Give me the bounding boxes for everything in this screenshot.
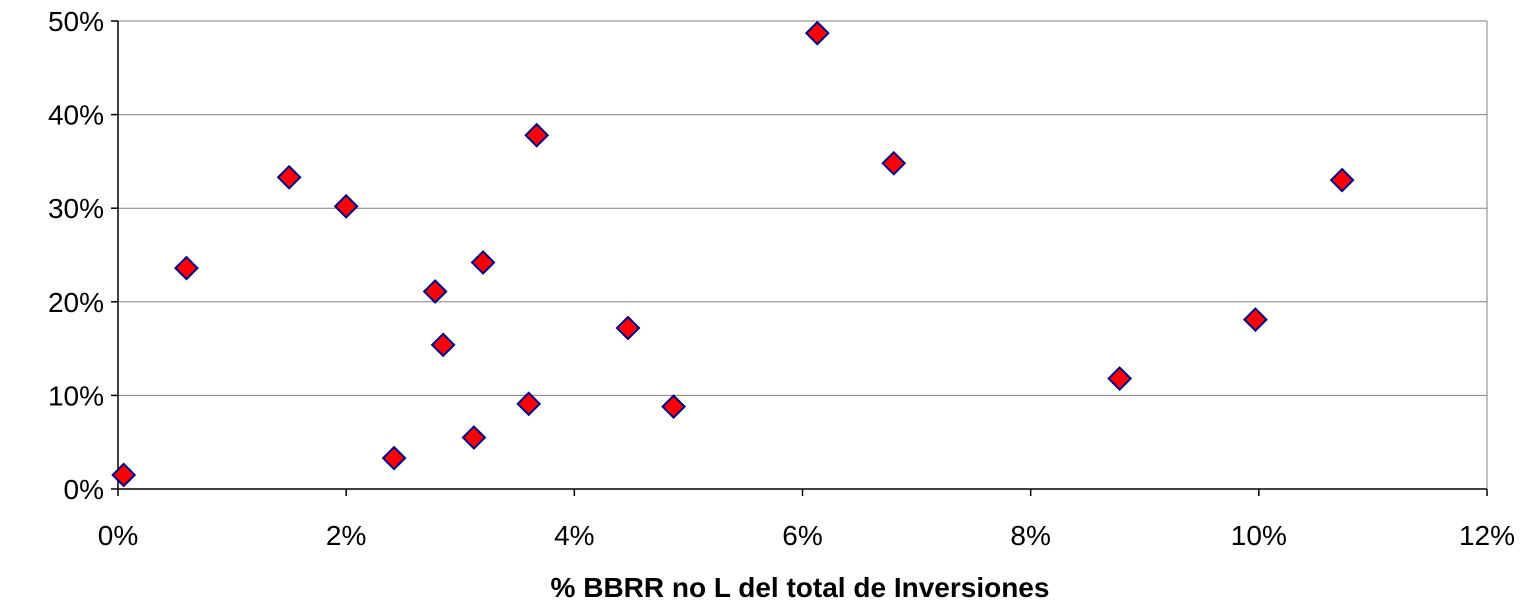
y-tick-label: 20% <box>48 287 104 318</box>
data-point <box>1107 366 1133 391</box>
data-point <box>470 250 496 275</box>
data-point <box>430 332 456 358</box>
data-point <box>1242 307 1268 332</box>
x-tick-labels: 0% 2% 4% 6% 8% 10% 12% <box>98 520 1515 551</box>
axes <box>111 20 1488 496</box>
gridlines <box>118 20 1487 396</box>
x-tick-label: 4% <box>554 520 594 551</box>
y-tick-labels: 0% 10% 20% 30% 40% 50% <box>48 6 104 505</box>
x-axis-title: % BBRR no L del total de Inversiones <box>551 572 1050 603</box>
data-point <box>661 394 687 420</box>
data-points <box>111 20 1355 488</box>
data-point <box>881 150 907 176</box>
x-tick-label: 0% <box>98 520 138 551</box>
data-point <box>174 255 199 281</box>
y-tick-label: 0% <box>64 474 104 505</box>
y-tick-label: 50% <box>48 6 104 37</box>
data-point <box>615 315 641 341</box>
x-tick-label: 8% <box>1010 520 1050 551</box>
y-tick-label: 10% <box>48 380 104 411</box>
data-point <box>516 391 542 417</box>
x-tick-label: 12% <box>1459 520 1515 551</box>
x-tick-label: 10% <box>1231 520 1287 551</box>
data-point <box>381 445 407 471</box>
x-tick-label: 2% <box>326 520 366 551</box>
data-point <box>461 425 487 450</box>
data-point <box>333 193 359 219</box>
y-tick-label: 30% <box>48 193 104 224</box>
data-point <box>422 279 448 304</box>
data-point <box>804 20 830 46</box>
data-point <box>1329 167 1355 193</box>
data-point <box>524 122 550 148</box>
data-point <box>276 164 302 190</box>
data-point <box>111 462 137 488</box>
y-tick-label: 40% <box>48 100 104 131</box>
x-tick-label: 6% <box>782 520 822 551</box>
